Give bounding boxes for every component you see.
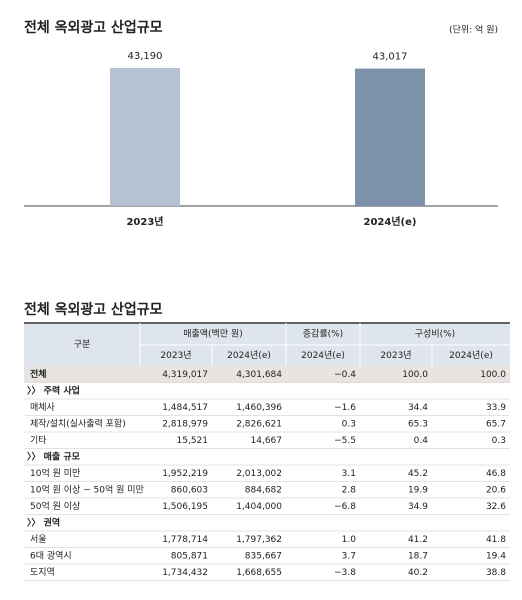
table-cell: 1,506,195 (162, 502, 208, 512)
table-cell: 4,301,684 (236, 370, 282, 380)
table-header-cell: 2023년 (160, 350, 191, 361)
table-cell: 18.7 (408, 551, 428, 561)
table-cell: 0.3 (492, 436, 506, 446)
unit-label: (단위: 억 원) (449, 24, 498, 36)
chart-title: 전체 옥외광고 산업규모 (24, 19, 163, 36)
table-cell: 1.0 (342, 535, 357, 545)
value-label: 43,017 (373, 52, 408, 63)
table-cell: 2,818,979 (162, 419, 208, 429)
table-header-cell: 증감률(%) (303, 328, 343, 340)
table-cell: 1,484,517 (162, 403, 208, 413)
table-cell: −1.6 (334, 403, 356, 413)
table-cell: 805,871 (171, 551, 208, 561)
row-label: 제작/설치(실사출력 포함) (30, 417, 126, 429)
table-cell: 1,778,714 (162, 535, 208, 545)
row-label: 6대 광역시 (30, 549, 72, 561)
table-header-cell: 구분 (74, 339, 91, 350)
section-label: 〉〉 주력 사업 (27, 384, 80, 396)
row-label: 50억 원 이상 (30, 500, 80, 512)
table-header-cell: 구성비(%) (415, 329, 455, 340)
row-label: 기타 (30, 435, 47, 446)
bar (355, 68, 425, 206)
table-cell: 41.2 (408, 535, 428, 545)
table-header-cell: 2023년 (380, 350, 411, 361)
table-cell: 4,319,017 (162, 370, 208, 380)
table-cell: 65.3 (408, 419, 428, 429)
table-cell: 1,404,000 (236, 502, 282, 512)
table-cell: 835,667 (245, 551, 282, 561)
table-cell: −5.5 (334, 436, 356, 446)
category-label: 2024년(e) (364, 215, 417, 228)
table-cell: 1,734,432 (162, 568, 208, 578)
table-cell: 45.2 (408, 469, 428, 479)
table-cell: 2,013,002 (236, 469, 282, 479)
row-label: 매체사 (30, 402, 56, 413)
row-label: 전체 (30, 368, 47, 380)
table-cell: 40.2 (408, 568, 428, 578)
table-cell: 41.8 (486, 535, 506, 545)
table-cell: −0.4 (334, 370, 356, 380)
table-cell: 34.4 (408, 403, 428, 413)
table-cell: 38.8 (486, 568, 506, 578)
table-cell: 33.9 (486, 403, 506, 413)
table-cell: 65.7 (486, 419, 506, 429)
table-cell: 1,797,362 (236, 535, 282, 545)
row-label: 10억 원 미만 (30, 467, 80, 479)
table-title: 전체 옥외광고 산업규모 (24, 301, 163, 318)
table-cell: 19.9 (408, 485, 428, 495)
row-label: 도지역 (30, 567, 55, 578)
table-cell: −6.8 (334, 502, 356, 512)
table-cell: 1,668,655 (236, 568, 282, 578)
table-cell: 0.3 (342, 419, 356, 429)
table-cell: 2,826,621 (236, 419, 282, 429)
table-cell: 3.7 (342, 551, 356, 561)
value-label: 43,190 (128, 51, 163, 62)
table-cell: 0.4 (414, 436, 429, 446)
table-header-cell: 2024년(e) (449, 350, 493, 361)
table-cell: 1,952,219 (162, 469, 208, 479)
row-label: 서울 (30, 534, 47, 545)
table-cell: 2.8 (342, 485, 357, 495)
row-label: 10억 원 이상 ~ 50억 원 미만 (30, 483, 144, 495)
table-header-cell: 매출액(백만 원) (183, 328, 243, 340)
table-cell: 20.6 (486, 485, 506, 495)
table-cell: 884,682 (245, 485, 282, 495)
section-label: 〉〉 매출 규모 (27, 450, 81, 462)
table-cell: 3.1 (342, 469, 356, 479)
table-cell: 100.0 (480, 370, 506, 380)
table-cell: 14,667 (251, 436, 283, 446)
bar (110, 68, 180, 206)
table-header-cell: 2024년(e) (227, 350, 271, 361)
table-cell: 32.6 (486, 502, 506, 512)
table-cell: 100.0 (402, 370, 428, 380)
total-row-bg (24, 366, 510, 383)
table-cell: 46.8 (486, 469, 506, 479)
table-cell: 1,460,396 (236, 403, 282, 413)
table-cell: 34.9 (408, 502, 428, 512)
table-cell: −3.8 (334, 568, 356, 578)
category-label: 2023년 (126, 215, 163, 228)
table-cell: 860,603 (171, 485, 208, 495)
table-cell: 19.4 (486, 551, 506, 561)
table-header-cell: 2024년(e) (301, 350, 345, 361)
table-cell: 15,521 (177, 436, 209, 446)
section-label: 〉〉 권역 (27, 516, 60, 528)
